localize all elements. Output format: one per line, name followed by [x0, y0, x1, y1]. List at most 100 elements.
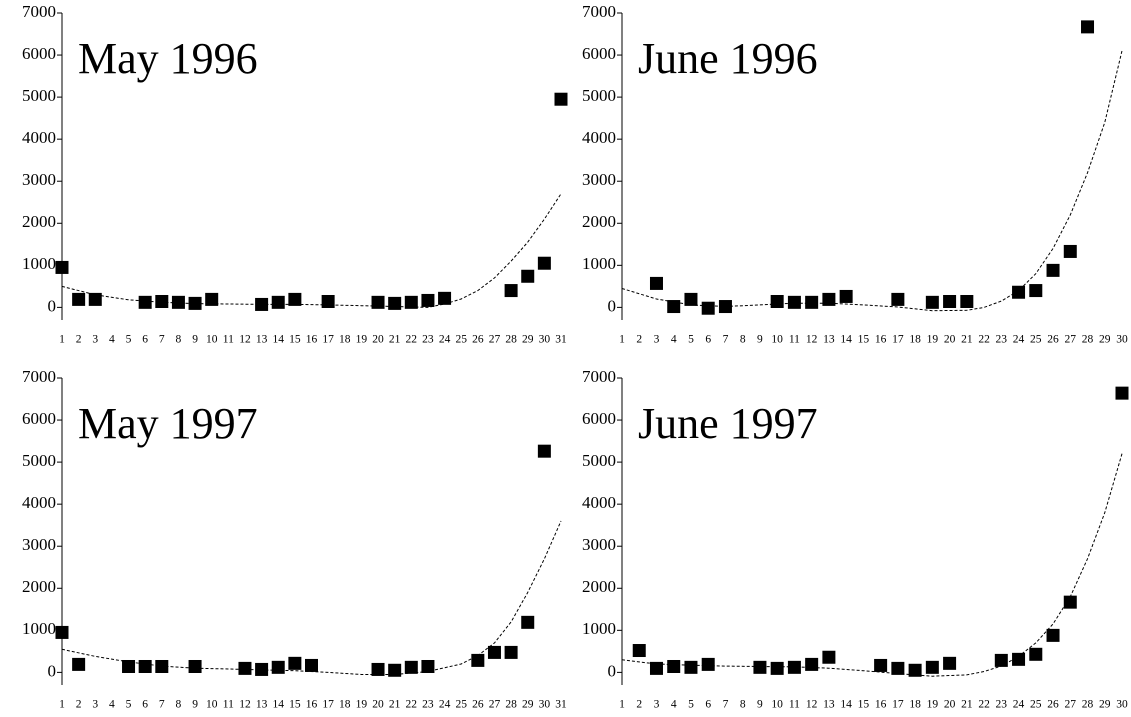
x-tick-label: 6 — [142, 334, 148, 346]
data-point — [371, 295, 385, 309]
x-tick-label: 13 — [256, 334, 268, 346]
x-tick-label: 18 — [339, 699, 351, 711]
data-point — [908, 663, 922, 677]
x-tick-label: 31 — [555, 699, 567, 711]
x-tick-label: 10 — [206, 334, 218, 346]
x-tick-label: 20 — [372, 334, 384, 346]
x-tick-label: 5 — [126, 699, 132, 711]
x-tick-label: 20 — [944, 699, 956, 711]
data-point — [122, 659, 136, 673]
x-tick-label: 3 — [92, 699, 98, 711]
data-point — [1063, 595, 1077, 609]
data-point — [891, 661, 905, 675]
x-tick-label: 9 — [192, 334, 198, 346]
y-tick-label: 7000 — [22, 367, 56, 386]
x-tick-label: 30 — [1116, 334, 1128, 346]
x-tick-label: 9 — [757, 334, 763, 346]
data-point — [1029, 284, 1043, 298]
data-point — [649, 276, 663, 290]
data-point — [822, 650, 836, 664]
data-point — [404, 660, 418, 674]
x-tick-label: 24 — [1013, 334, 1025, 346]
x-tick-label: 1 — [619, 699, 625, 711]
data-point — [504, 284, 518, 298]
data-point — [388, 296, 402, 310]
x-tick-label: 28 — [505, 334, 517, 346]
x-tick-label: 5 — [688, 334, 694, 346]
data-point — [822, 292, 836, 306]
data-point — [88, 292, 102, 306]
x-tick-label: 14 — [840, 334, 852, 346]
y-tick-label: 0 — [48, 296, 57, 315]
y-tick-label: 2000 — [22, 577, 56, 596]
x-tick-label: 1 — [619, 334, 625, 346]
data-point — [521, 615, 535, 629]
data-point — [288, 292, 302, 306]
x-tick-label: 30 — [539, 699, 551, 711]
data-point — [632, 644, 646, 658]
data-point — [521, 269, 535, 283]
y-tick-label: 6000 — [22, 44, 56, 63]
data-point — [787, 295, 801, 309]
panel-title: June 1996 — [638, 34, 818, 83]
x-tick-label: 8 — [740, 699, 746, 711]
x-tick-label: 24 — [1013, 699, 1025, 711]
data-point — [188, 296, 202, 310]
x-tick-label: 11 — [223, 334, 234, 346]
y-tick-label: 0 — [608, 661, 617, 680]
x-tick-label: 14 — [272, 334, 284, 346]
data-point — [649, 661, 663, 675]
x-tick-label: 25 — [455, 334, 467, 346]
data-point — [421, 659, 435, 673]
y-tick-label: 7000 — [582, 2, 616, 21]
x-tick-label: 22 — [978, 334, 990, 346]
y-tick-label: 4000 — [582, 128, 616, 147]
x-tick-label: 26 — [1047, 334, 1059, 346]
y-tick-label: 1000 — [582, 619, 616, 638]
y-tick-label: 6000 — [582, 44, 616, 63]
x-tick-label: 5 — [688, 699, 694, 711]
x-tick-label: 17 — [322, 334, 334, 346]
x-tick-label: 6 — [705, 699, 711, 711]
y-tick-label: 3000 — [22, 170, 56, 189]
trend-line — [61, 193, 562, 308]
data-point — [770, 661, 784, 675]
x-tick-label: 9 — [192, 699, 198, 711]
x-tick-label: 2 — [76, 334, 82, 346]
x-tick-label: 25 — [1030, 699, 1042, 711]
data-point — [1012, 652, 1026, 666]
data-point — [72, 292, 86, 306]
y-tick-label: 6000 — [22, 409, 56, 428]
data-point — [994, 653, 1008, 667]
x-tick-label: 2 — [76, 699, 82, 711]
x-tick-label: 24 — [439, 699, 451, 711]
x-tick-label: 10 — [771, 334, 783, 346]
x-tick-label: 27 — [489, 334, 501, 346]
x-tick-label: 23 — [996, 699, 1008, 711]
data-point — [667, 659, 681, 673]
x-tick-label: 20 — [944, 334, 956, 346]
y-tick-label: 4000 — [22, 493, 56, 512]
data-point — [1081, 20, 1095, 34]
x-tick-label: 13 — [823, 334, 835, 346]
x-tick-label: 14 — [272, 699, 284, 711]
y-tick-label: 3000 — [582, 535, 616, 554]
x-tick-label: 6 — [142, 699, 148, 711]
x-tick-label: 4 — [671, 699, 677, 711]
x-tick-label: 27 — [489, 699, 501, 711]
data-point — [1063, 244, 1077, 258]
data-point — [288, 656, 302, 670]
x-tick-label: 23 — [996, 334, 1008, 346]
x-tick-label: 11 — [223, 699, 234, 711]
x-tick-label: 3 — [654, 334, 660, 346]
x-tick-label: 11 — [789, 334, 800, 346]
data-point — [55, 625, 69, 639]
x-tick-label: 21 — [389, 699, 401, 711]
x-tick-label: 17 — [892, 334, 904, 346]
x-tick-label: 19 — [356, 699, 368, 711]
y-tick-label: 4000 — [582, 493, 616, 512]
data-point — [805, 657, 819, 671]
x-tick-label: 19 — [927, 334, 939, 346]
x-tick-label: 20 — [372, 699, 384, 711]
y-tick-label: 5000 — [582, 451, 616, 470]
